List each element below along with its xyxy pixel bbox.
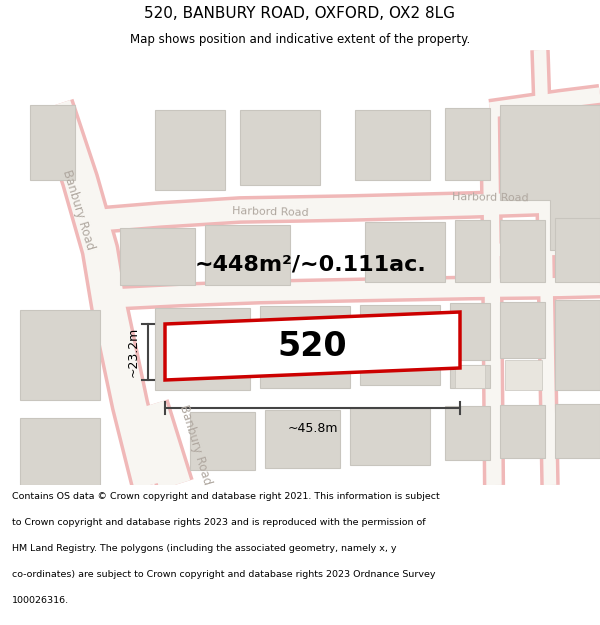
Text: ~45.8m: ~45.8m [287, 422, 338, 435]
Polygon shape [500, 220, 545, 282]
Polygon shape [190, 412, 255, 470]
Polygon shape [500, 302, 545, 358]
Text: Contains OS data © Crown copyright and database right 2021. This information is : Contains OS data © Crown copyright and d… [12, 492, 440, 501]
Text: ~448m²/~0.111ac.: ~448m²/~0.111ac. [195, 255, 427, 275]
Polygon shape [505, 360, 542, 390]
Text: HM Land Registry. The polygons (including the associated geometry, namely x, y: HM Land Registry. The polygons (includin… [12, 544, 397, 552]
Text: ~23.2m: ~23.2m [127, 327, 140, 377]
Text: Harbord Road: Harbord Road [232, 206, 308, 218]
Polygon shape [365, 222, 445, 282]
Polygon shape [350, 408, 430, 465]
Polygon shape [240, 110, 320, 185]
Text: Banbury Road: Banbury Road [176, 403, 214, 487]
Text: Map shows position and indicative extent of the property.: Map shows position and indicative extent… [130, 32, 470, 46]
Polygon shape [265, 410, 340, 468]
Polygon shape [455, 365, 485, 388]
Polygon shape [260, 306, 350, 388]
Text: to Crown copyright and database rights 2023 and is reproduced with the permissio: to Crown copyright and database rights 2… [12, 518, 425, 527]
Polygon shape [355, 110, 430, 180]
Polygon shape [450, 303, 490, 360]
Polygon shape [155, 308, 250, 390]
Text: 520: 520 [278, 329, 347, 362]
Polygon shape [445, 108, 490, 180]
Text: 100026316.: 100026316. [12, 596, 69, 604]
Polygon shape [360, 305, 440, 385]
Text: co-ordinates) are subject to Crown copyright and database rights 2023 Ordnance S: co-ordinates) are subject to Crown copyr… [12, 570, 436, 579]
Polygon shape [445, 406, 490, 460]
Polygon shape [165, 312, 460, 380]
Polygon shape [500, 105, 600, 250]
Polygon shape [205, 225, 290, 285]
Text: Harbord Road: Harbord Road [452, 192, 529, 204]
Polygon shape [450, 365, 490, 388]
Polygon shape [20, 418, 100, 485]
Text: Banbury Road: Banbury Road [59, 168, 97, 252]
Polygon shape [555, 218, 600, 282]
Polygon shape [120, 228, 195, 285]
Polygon shape [455, 220, 490, 282]
Polygon shape [20, 310, 100, 400]
Polygon shape [500, 405, 545, 458]
Text: 520, BANBURY ROAD, OXFORD, OX2 8LG: 520, BANBURY ROAD, OXFORD, OX2 8LG [145, 6, 455, 21]
Polygon shape [30, 105, 75, 180]
Polygon shape [555, 300, 600, 390]
Polygon shape [155, 110, 225, 190]
Polygon shape [555, 404, 600, 458]
